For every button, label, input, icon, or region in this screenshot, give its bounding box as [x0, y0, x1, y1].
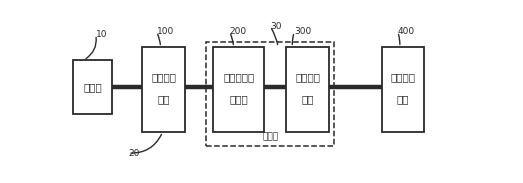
Bar	[207, 42, 334, 146]
Bar	[73, 60, 112, 113]
Text: 电磁抑制滤: 电磁抑制滤	[223, 72, 254, 82]
Text: 电极片: 电极片	[83, 82, 102, 92]
Text: 信号放大: 信号放大	[295, 72, 320, 82]
Text: 400: 400	[397, 27, 415, 36]
Text: 屏蔽层: 屏蔽层	[262, 133, 278, 142]
Text: 波模块: 波模块	[229, 94, 248, 104]
Text: 300: 300	[294, 27, 312, 36]
Text: 模块: 模块	[396, 94, 409, 104]
Text: 200: 200	[230, 27, 247, 36]
Text: 10: 10	[96, 30, 107, 39]
Bar	[382, 47, 424, 132]
Bar	[142, 47, 185, 132]
Bar	[286, 47, 329, 132]
Text: 模块: 模块	[157, 94, 170, 104]
Text: 30: 30	[270, 22, 281, 31]
Text: 静电抑制: 静电抑制	[151, 72, 176, 82]
Text: 数字滤波: 数字滤波	[390, 72, 415, 82]
Text: 模块: 模块	[301, 94, 314, 104]
Text: 100: 100	[156, 27, 174, 36]
Text: 20: 20	[128, 149, 140, 158]
Bar	[213, 47, 264, 132]
